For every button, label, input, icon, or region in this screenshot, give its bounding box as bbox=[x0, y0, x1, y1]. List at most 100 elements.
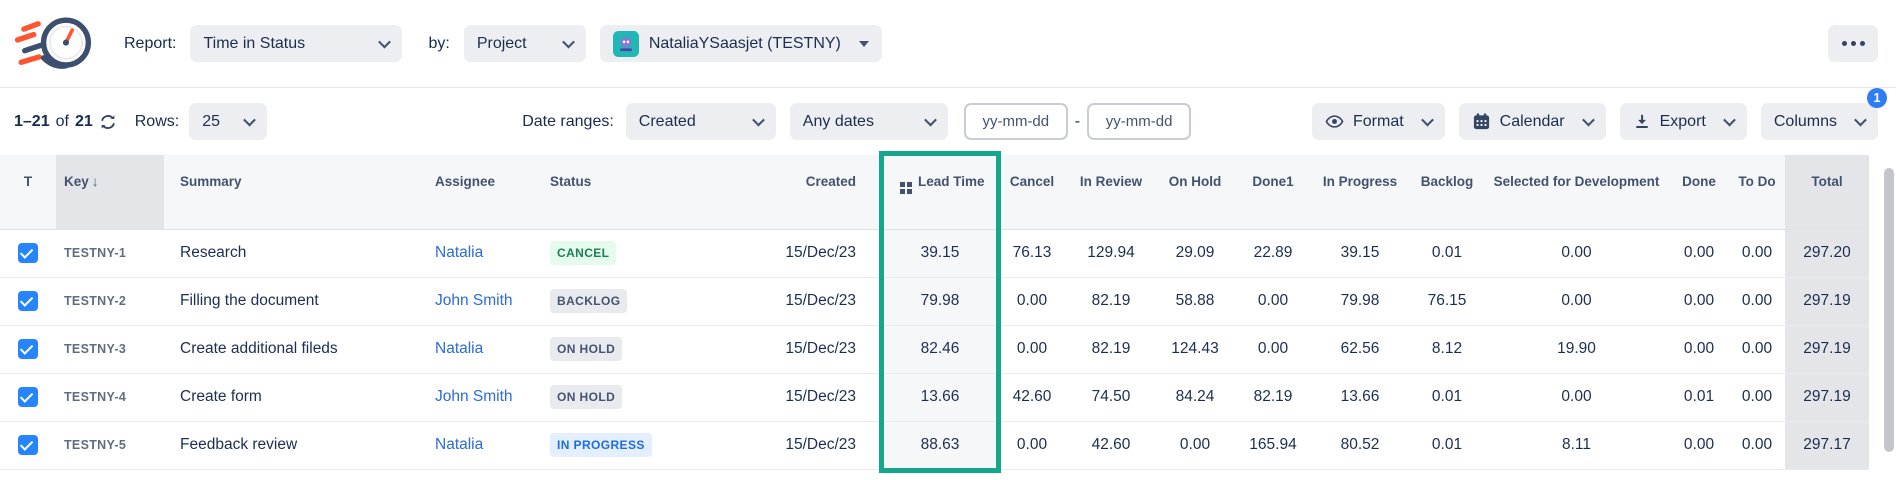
column-header-lead-time[interactable]: Lead Time bbox=[884, 155, 996, 230]
calendar-icon bbox=[1472, 112, 1491, 131]
assignee-link[interactable]: Natalia bbox=[435, 436, 484, 453]
column-header-cancel[interactable]: Cancel bbox=[996, 155, 1068, 230]
column-header-selected-for-development[interactable]: Selected for Development bbox=[1484, 155, 1669, 230]
project-dropdown[interactable]: NataliaYSaasjet (TESTNY) bbox=[599, 25, 882, 62]
to-do-cell: 0.00 bbox=[1729, 277, 1785, 326]
column-header-status[interactable]: Status bbox=[544, 155, 694, 230]
table-row: TESTNY-2 Filling the document John Smith… bbox=[0, 277, 1869, 326]
date-field-dropdown[interactable]: Created bbox=[625, 103, 776, 140]
row-checkbox[interactable] bbox=[18, 291, 38, 311]
chevron-down-icon bbox=[1722, 113, 1736, 127]
row-checkbox[interactable] bbox=[18, 387, 38, 407]
row-checkbox[interactable] bbox=[18, 435, 38, 455]
column-header-to-do[interactable]: To Do bbox=[1729, 155, 1785, 230]
on-hold-cell: 124.43 bbox=[1154, 325, 1236, 374]
status-cell: CANCEL bbox=[544, 229, 694, 278]
assignee-cell: John Smith bbox=[429, 373, 544, 422]
done1-cell: 0.00 bbox=[1236, 277, 1310, 326]
assignee-link[interactable]: John Smith bbox=[435, 292, 513, 309]
project-avatar bbox=[612, 30, 639, 57]
issue-key[interactable]: TESTNY-2 bbox=[56, 277, 164, 326]
column-header-done1[interactable]: Done1 bbox=[1236, 155, 1310, 230]
group-by-dropdown[interactable]: Project bbox=[463, 25, 586, 62]
on-hold-cell: 29.09 bbox=[1154, 229, 1236, 278]
issue-summary: Feedback review bbox=[164, 421, 429, 470]
column-header-key[interactable]: Key ↓ bbox=[56, 155, 164, 230]
date-to-input[interactable] bbox=[1087, 103, 1192, 140]
done1-cell: 0.00 bbox=[1236, 325, 1310, 374]
issue-key[interactable]: TESTNY-1 bbox=[56, 229, 164, 278]
sort-desc-icon[interactable]: ↓ bbox=[91, 174, 99, 189]
on-hold-cell: 84.24 bbox=[1154, 373, 1236, 422]
in-progress-cell: 79.98 bbox=[1310, 277, 1410, 326]
in-review-cell: 129.94 bbox=[1068, 229, 1154, 278]
status-cell: ON HOLD bbox=[544, 373, 694, 422]
created-cell: 15/Dec/23 bbox=[694, 421, 884, 470]
assignee-link[interactable]: John Smith bbox=[435, 388, 513, 405]
refresh-icon[interactable] bbox=[99, 113, 117, 131]
date-from-input[interactable] bbox=[963, 103, 1068, 140]
issue-key[interactable]: TESTNY-4 bbox=[56, 373, 164, 422]
pagination: 1–21 of 21 bbox=[14, 113, 93, 131]
done1-cell: 22.89 bbox=[1236, 229, 1310, 278]
assignee-cell: John Smith bbox=[429, 277, 544, 326]
on-hold-cell: 58.88 bbox=[1154, 277, 1236, 326]
assignee-link[interactable]: Natalia bbox=[435, 244, 484, 261]
drag-handle-icon[interactable] bbox=[900, 182, 912, 194]
issue-summary: Create additional fileds bbox=[164, 325, 429, 374]
column-header-done[interactable]: Done bbox=[1669, 155, 1729, 230]
status-cell: ON HOLD bbox=[544, 325, 694, 374]
column-header-created[interactable]: Created bbox=[694, 155, 884, 230]
lead-time-cell: 39.15 bbox=[884, 229, 996, 278]
chevron-down-icon bbox=[1581, 113, 1595, 127]
column-header-summary[interactable]: Summary bbox=[164, 155, 429, 230]
more-actions-button[interactable] bbox=[1828, 25, 1878, 62]
backlog-cell: 8.12 bbox=[1410, 325, 1484, 374]
table-toolbar: 1–21 of 21 Rows: 25 Date ranges: Created… bbox=[0, 88, 1896, 155]
in-progress-cell: 39.15 bbox=[1310, 229, 1410, 278]
column-header-total[interactable]: Total bbox=[1785, 155, 1869, 230]
to-do-cell: 0.00 bbox=[1729, 373, 1785, 422]
columns-count-badge: 1 bbox=[1867, 88, 1887, 108]
issue-key[interactable]: TESTNY-3 bbox=[56, 325, 164, 374]
column-header-on-hold[interactable]: On Hold bbox=[1154, 155, 1236, 230]
status-badge: IN PROGRESS bbox=[550, 433, 652, 457]
to-do-cell: 0.00 bbox=[1729, 229, 1785, 278]
done-cell: 0.00 bbox=[1669, 421, 1729, 470]
cancel-cell: 0.00 bbox=[996, 325, 1068, 374]
date-field-value: Created bbox=[638, 112, 696, 130]
column-header-type[interactable]: T bbox=[0, 155, 56, 230]
lead-time-cell: 82.46 bbox=[884, 325, 996, 374]
column-header-in-review[interactable]: In Review bbox=[1068, 155, 1154, 230]
vertical-scrollbar[interactable] bbox=[1884, 168, 1894, 452]
calendar-button[interactable]: Calendar bbox=[1458, 103, 1606, 140]
row-checkbox[interactable] bbox=[18, 243, 38, 263]
date-preset-dropdown[interactable]: Any dates bbox=[789, 103, 948, 140]
total-cell: 297.19 bbox=[1785, 325, 1869, 374]
column-header-assignee[interactable]: Assignee bbox=[429, 155, 544, 230]
assignee-cell: Natalia bbox=[429, 421, 544, 470]
created-cell: 15/Dec/23 bbox=[694, 229, 884, 278]
columns-button[interactable]: Columns 1 bbox=[1760, 88, 1887, 140]
in-progress-cell: 62.56 bbox=[1310, 325, 1410, 374]
assignee-cell: Natalia bbox=[429, 229, 544, 278]
row-checkbox[interactable] bbox=[18, 339, 38, 359]
row-select-cell bbox=[0, 229, 56, 278]
assignee-link[interactable]: Natalia bbox=[435, 340, 484, 357]
issue-key[interactable]: TESTNY-5 bbox=[56, 421, 164, 470]
row-select-cell bbox=[0, 421, 56, 470]
report-type-dropdown[interactable]: Time in Status bbox=[190, 25, 403, 62]
format-button[interactable]: Format bbox=[1312, 103, 1445, 140]
export-label: Export bbox=[1659, 112, 1706, 130]
table-row: TESTNY-5 Feedback review Natalia IN PROG… bbox=[0, 421, 1869, 470]
total-cell: 297.19 bbox=[1785, 277, 1869, 326]
rows-per-page-dropdown[interactable]: 25 bbox=[189, 103, 268, 140]
export-button[interactable]: Export bbox=[1619, 103, 1747, 140]
done-cell: 0.00 bbox=[1669, 277, 1729, 326]
status-badge: BACKLOG bbox=[550, 289, 628, 313]
column-header-in-progress[interactable]: In Progress bbox=[1310, 155, 1410, 230]
cancel-cell: 76.13 bbox=[996, 229, 1068, 278]
column-header-backlog[interactable]: Backlog bbox=[1410, 155, 1484, 230]
chevron-down-icon bbox=[1854, 113, 1867, 127]
created-cell: 15/Dec/23 bbox=[694, 325, 884, 374]
